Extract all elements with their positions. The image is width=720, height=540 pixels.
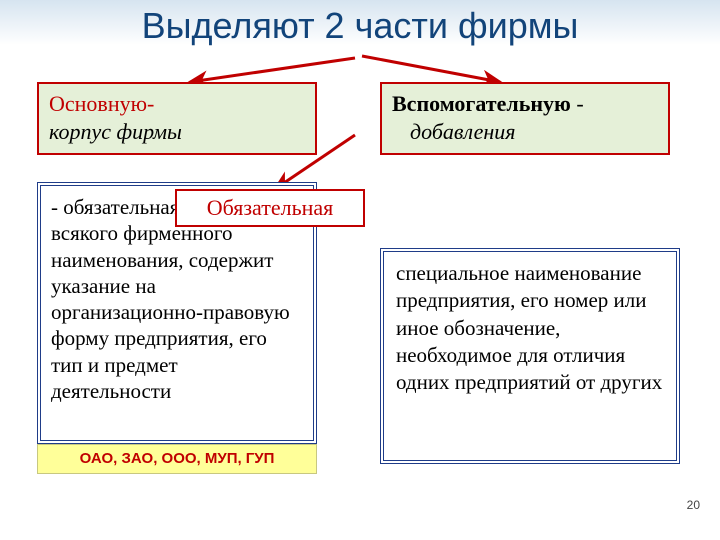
box-aux-line2: добавления: [392, 118, 658, 146]
box-main-line2: корпус фирмы: [49, 118, 305, 146]
page-title: Выделяют 2 части фирмы: [0, 5, 720, 47]
arrow-title-to-main: [190, 58, 355, 82]
page-number: 20: [687, 498, 700, 512]
box-aux: Вспомогательную - добавления: [380, 82, 670, 155]
description-right: специальное наименование предприятия, ег…: [380, 248, 680, 464]
slide-container: Выделяют 2 части фирмы Основную- корпус …: [0, 0, 720, 540]
arrow-title-to-aux: [362, 56, 500, 82]
box-aux-line1: Вспомогательную -: [392, 90, 658, 118]
box-main: Основную- корпус фирмы: [37, 82, 317, 155]
box-legal-forms: ОАО, ЗАО, ООО, МУП, ГУП: [37, 444, 317, 474]
box-main-line1: Основную-: [49, 90, 305, 118]
box-obligatory: Обязательная: [175, 189, 365, 227]
